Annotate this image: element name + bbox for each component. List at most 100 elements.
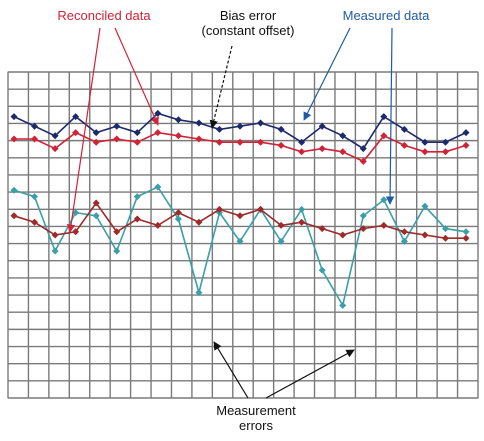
data-point (10, 186, 18, 194)
data-point (31, 122, 39, 130)
data-point (339, 148, 347, 156)
data-point (421, 138, 429, 146)
data-point (113, 247, 121, 255)
annotation-arrow (66, 27, 101, 233)
data-point (10, 212, 18, 220)
data-point (31, 193, 39, 201)
data-point (277, 221, 285, 229)
data-point (154, 129, 162, 137)
annotation-arrow (209, 45, 233, 129)
annotation-arrow (265, 349, 355, 399)
data-point (298, 205, 306, 213)
data-point (277, 237, 285, 245)
data-point (277, 141, 285, 149)
data-point (236, 122, 244, 130)
data-point (298, 138, 306, 146)
data-point (174, 116, 182, 124)
annotation-arrows (66, 27, 395, 399)
data-point (462, 129, 470, 137)
data-point (113, 122, 121, 130)
data-point (339, 132, 347, 140)
data-point (236, 138, 244, 146)
data-point (154, 109, 162, 117)
reconciled-data-label: Reconciled data (57, 8, 151, 23)
data-point (359, 157, 367, 165)
data-point (51, 145, 59, 153)
data-point (51, 231, 59, 239)
data-point (257, 138, 265, 146)
data-point (380, 113, 388, 121)
data-point (421, 202, 429, 210)
data-point (154, 183, 162, 191)
data-point (257, 205, 265, 213)
data-point (174, 132, 182, 140)
data-point (400, 141, 408, 149)
data-point (421, 231, 429, 239)
data-point (318, 225, 326, 233)
bias-error-label: Bias error (219, 8, 277, 23)
annotation-arrow (114, 27, 159, 126)
data-point (154, 221, 162, 229)
data-point (339, 231, 347, 239)
data-point (31, 135, 39, 143)
data-point (339, 301, 347, 309)
annotation-arrow (213, 341, 249, 399)
data-point (10, 135, 18, 143)
data-point (215, 138, 223, 146)
data-point (133, 138, 141, 146)
data-point (318, 145, 326, 153)
data-point (441, 148, 449, 156)
data-point (133, 193, 141, 201)
data-point (380, 132, 388, 140)
data-point (133, 215, 141, 223)
data-point (195, 289, 203, 297)
data-point (92, 199, 100, 207)
data-point (195, 218, 203, 226)
data-point (92, 212, 100, 220)
data-point (441, 225, 449, 233)
data-point (359, 145, 367, 153)
data-point (462, 234, 470, 242)
data-point (174, 215, 182, 223)
data-point (10, 113, 18, 121)
data-point (72, 129, 80, 137)
series-lower_reconciled (10, 199, 470, 242)
data-point (462, 228, 470, 236)
bias-error-annotation: Bias error (constant offset) (178, 8, 318, 38)
data-point (380, 221, 388, 229)
data-point (462, 141, 470, 149)
data-point (257, 119, 265, 127)
data-point (72, 209, 80, 217)
measured-data-annotation: Measured data (326, 8, 446, 23)
data-point (380, 196, 388, 204)
data-point (195, 119, 203, 127)
data-point (318, 266, 326, 274)
data-point (92, 129, 100, 137)
data-point (421, 148, 429, 156)
data-point (441, 234, 449, 242)
data-point (441, 138, 449, 146)
data-point (215, 205, 223, 213)
data-point (113, 135, 121, 143)
data-point (174, 209, 182, 217)
data-point (51, 247, 59, 255)
data-point (236, 237, 244, 245)
data-point (318, 122, 326, 130)
data-point (400, 125, 408, 133)
data-point (113, 228, 121, 236)
measurement-errors-annotation: Measurement errors (186, 403, 326, 433)
reconciled-data-annotation: Reconciled data (38, 8, 170, 23)
data-point (92, 138, 100, 146)
data-point (400, 237, 408, 245)
data-point (51, 132, 59, 140)
data-point (298, 218, 306, 226)
bias-error-sublabel: (constant offset) (201, 23, 295, 38)
measurement-errors-sublabel: errors (239, 418, 273, 433)
data-point (359, 225, 367, 233)
data-point (133, 129, 141, 137)
data-point (298, 148, 306, 156)
data-point (31, 218, 39, 226)
measured-data-label: Measured data (342, 8, 430, 23)
measurement-errors-label: Measurement (216, 403, 296, 418)
